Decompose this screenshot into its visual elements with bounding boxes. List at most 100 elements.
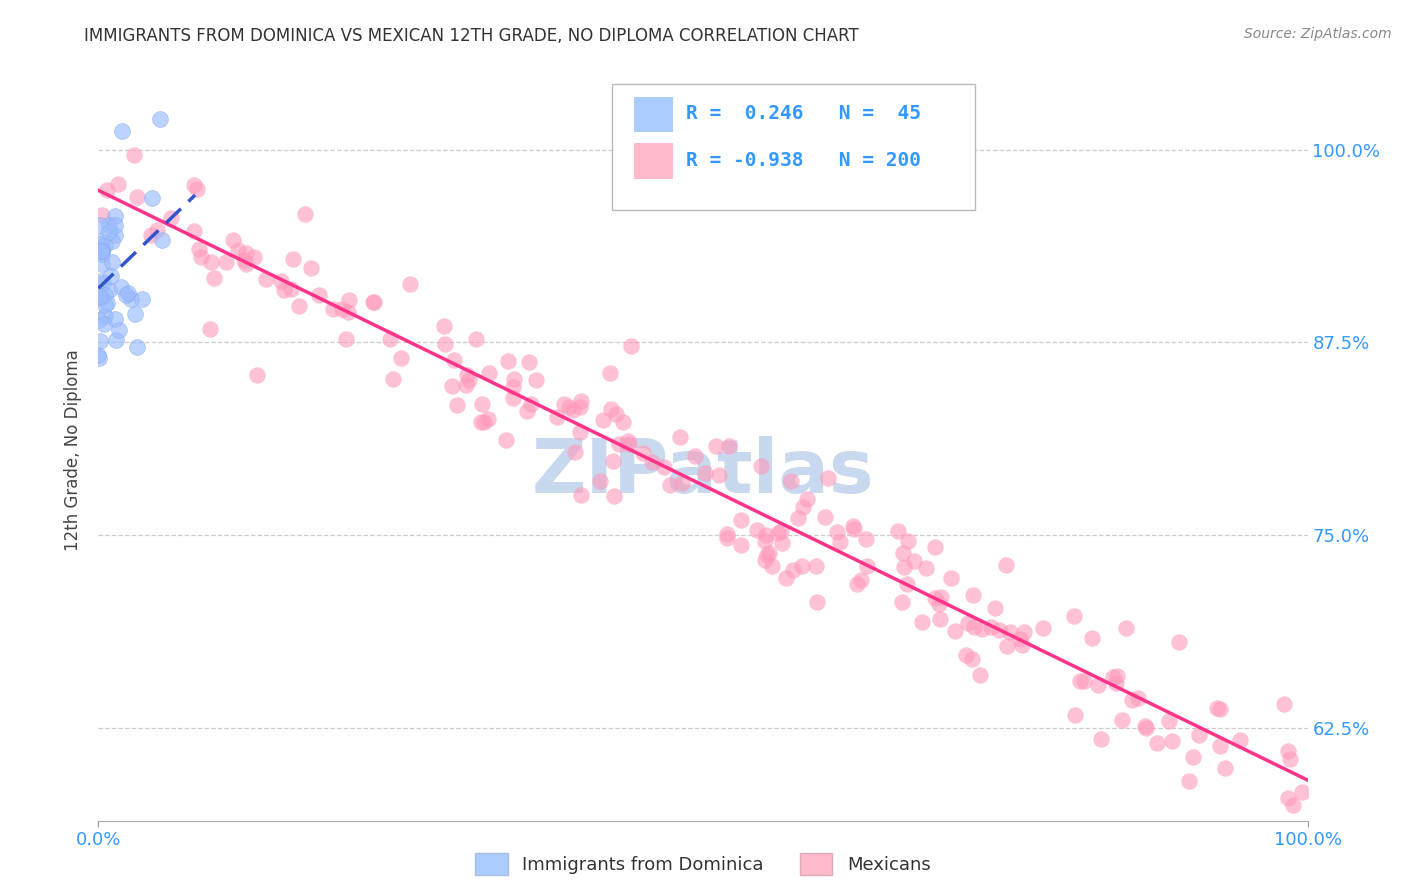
Point [93, 318, 115, 332]
Point [495, 433, 517, 447]
Point [1115, 621, 1137, 635]
Point [502, 391, 524, 405]
Point [100, 269, 122, 284]
Point [600, 401, 623, 416]
Point [1178, 774, 1201, 789]
Point [308, 288, 330, 302]
Point [280, 282, 302, 296]
Point [995, 640, 1018, 654]
Point [222, 233, 245, 247]
Point [96, 295, 118, 310]
Point [148, 112, 170, 126]
Point [718, 439, 741, 453]
Point [568, 400, 591, 414]
Point [1135, 721, 1157, 735]
Point [1135, 719, 1157, 733]
Point [91, 257, 114, 271]
Point [115, 288, 138, 302]
Point [1032, 621, 1054, 635]
Point [456, 368, 478, 383]
Point [633, 445, 655, 459]
Point [294, 207, 316, 221]
Point [730, 513, 752, 527]
Point [97, 225, 120, 239]
Point [804, 558, 827, 573]
Point [1291, 784, 1313, 798]
Legend: Immigrants from Dominica, Mexicans: Immigrants from Dominica, Mexicans [468, 846, 938, 882]
Point [87, 351, 110, 365]
Point [609, 436, 631, 450]
Point [382, 372, 405, 386]
Point [502, 380, 524, 394]
Point [787, 511, 810, 525]
Point [516, 403, 538, 417]
Point [1213, 761, 1236, 775]
Point [620, 339, 643, 353]
Point [270, 274, 292, 288]
Point [755, 527, 778, 541]
Point [1010, 632, 1032, 646]
Point [90, 244, 112, 258]
Point [897, 533, 920, 548]
Point [1206, 700, 1229, 714]
Point [561, 402, 583, 417]
Point [127, 190, 149, 204]
Point [90, 208, 112, 222]
Point [911, 615, 934, 629]
Point [939, 571, 962, 585]
Point [792, 500, 814, 514]
Point [988, 623, 1011, 637]
Point [146, 223, 169, 237]
Point [569, 488, 592, 502]
Point [842, 522, 865, 536]
Point [695, 466, 717, 480]
Point [1277, 743, 1299, 757]
Point [929, 590, 952, 604]
Point [87, 313, 110, 327]
Point [972, 622, 994, 636]
Point [553, 397, 575, 411]
Point [524, 373, 547, 387]
Point [110, 280, 132, 294]
Point [98, 218, 121, 232]
Point [186, 182, 208, 196]
Point [779, 475, 801, 489]
Point [1080, 631, 1102, 645]
Point [150, 233, 173, 247]
Point [1146, 736, 1168, 750]
Point [389, 351, 412, 365]
Point [363, 295, 385, 310]
Point [929, 612, 952, 626]
Point [477, 412, 499, 426]
Point [1272, 697, 1295, 711]
Point [568, 425, 591, 440]
Point [104, 218, 127, 232]
Point [361, 294, 384, 309]
Point [202, 270, 225, 285]
Point [915, 561, 938, 575]
Point [546, 410, 568, 425]
Point [89, 218, 111, 232]
Point [1161, 734, 1184, 748]
Point [104, 209, 127, 223]
Point [198, 322, 221, 336]
Point [1157, 714, 1180, 728]
Point [97, 283, 120, 297]
Point [519, 397, 541, 411]
Point [761, 559, 783, 574]
Point [433, 336, 456, 351]
Point [891, 546, 914, 560]
FancyBboxPatch shape [634, 96, 672, 132]
Point [963, 620, 986, 634]
Point [1105, 669, 1128, 683]
Point [104, 312, 127, 326]
Point [792, 558, 814, 573]
Point [754, 533, 776, 548]
Point [117, 285, 139, 300]
Point [1090, 731, 1112, 746]
Point [330, 302, 353, 317]
Point [90, 234, 112, 248]
Point [398, 277, 420, 292]
Point [782, 563, 804, 577]
Point [91, 244, 114, 259]
